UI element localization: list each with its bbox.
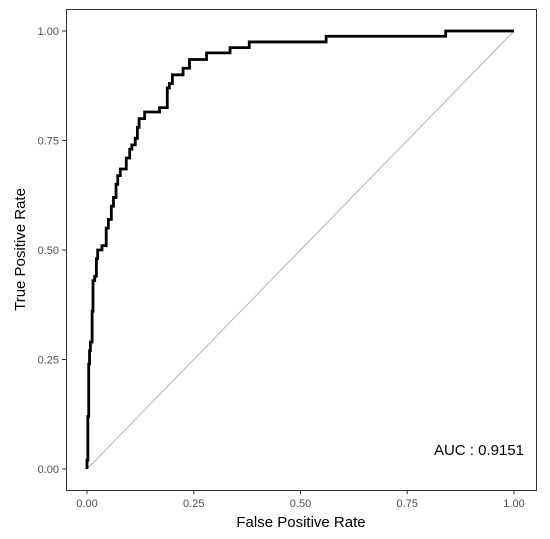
x-tick-label: 1.00 — [503, 498, 524, 510]
y-tick-label: 0.50 — [38, 245, 59, 257]
auc-annotation: AUC : 0.9151 — [434, 442, 524, 459]
x-axis: 0.00 0.25 0.50 0.75 1.00 — [76, 490, 525, 510]
reference-diagonal-line — [86, 30, 515, 470]
roc-curve-layer — [85, 29, 514, 469]
y-axis: 0.00 0.25 0.50 0.75 1.00 — [38, 26, 67, 476]
y-tick-label: 0.00 — [38, 464, 59, 476]
y-tick-label: 0.75 — [38, 136, 59, 148]
reference-diagonal-layer — [86, 30, 515, 470]
x-tick-label: 0.00 — [76, 498, 97, 510]
x-tick-label: 0.25 — [183, 498, 204, 510]
x-tick-label: 0.75 — [397, 498, 418, 510]
roc-curve-line — [85, 29, 514, 469]
x-tick-label: 0.50 — [290, 498, 311, 510]
y-tick-label: 1.00 — [38, 26, 59, 38]
y-tick-label: 0.25 — [38, 355, 59, 367]
y-axis-title: True Positive Rate — [12, 188, 29, 311]
x-axis-title: False Positive Rate — [236, 514, 365, 531]
